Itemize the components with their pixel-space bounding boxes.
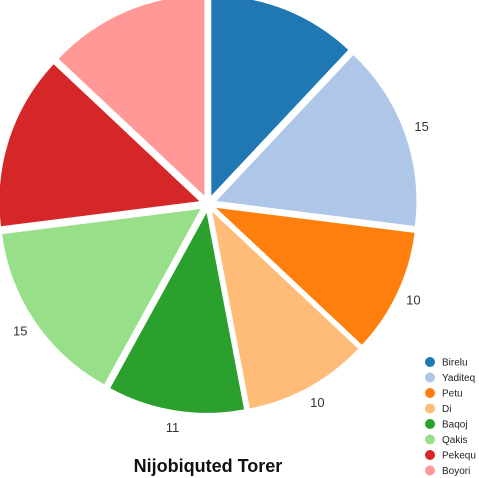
slice-value-label-baqoj: 11 [166, 420, 180, 435]
slice-value-label-petu: 10 [406, 293, 420, 308]
slice-value-label-boyori: 13 [111, 0, 125, 3]
legend-marker-birelu [425, 357, 435, 367]
pie-slice-baqoj [110, 212, 245, 413]
slice-value-label-yaditeq: 15 [414, 119, 428, 134]
legend-label-yaditeq: Yaditeq [442, 373, 475, 384]
legend-marker-baqoj [425, 419, 435, 429]
legend-marker-petu [425, 388, 435, 398]
legend-label-baqoj: Baqoj [442, 420, 468, 431]
legend-label-petu: Petu [442, 389, 463, 400]
pie-slice-qakis [2, 209, 201, 385]
pie-slice-di [212, 211, 359, 409]
legend-label-qakis: Qakis [442, 435, 468, 446]
legend: Birelu Yaditeq Petu Di Baqoj Qakis Pekequ Boyor… [425, 357, 476, 477]
legend-marker-pekequ [425, 450, 435, 460]
legend-label-di: Di [442, 404, 451, 415]
slice-labels: 1215101011151413 [13, 0, 429, 435]
legend-marker-di [425, 403, 435, 414]
legend-marker-qakis [425, 434, 435, 445]
pie-slice-yaditeq [216, 55, 417, 227]
legend-marker-boyori [425, 465, 435, 476]
pie-slice-boyori [58, 0, 205, 196]
legend-label-pekequ: Pekequ [442, 451, 476, 462]
slice-value-label-di: 10 [310, 395, 324, 410]
legend-label-boyori: Boyori [442, 466, 470, 477]
pie-slice-pekequ [0, 64, 200, 227]
legend-label-birelu: Birelu [442, 358, 468, 369]
legend-marker-yaditeq [425, 372, 435, 383]
pie-slices [0, 0, 417, 413]
slice-value-label-qakis: 15 [13, 324, 27, 339]
chart-title: Nijobiquted Torer [134, 456, 283, 476]
pie-slice-birelu [211, 0, 349, 196]
pie-slice-petu [216, 207, 415, 345]
